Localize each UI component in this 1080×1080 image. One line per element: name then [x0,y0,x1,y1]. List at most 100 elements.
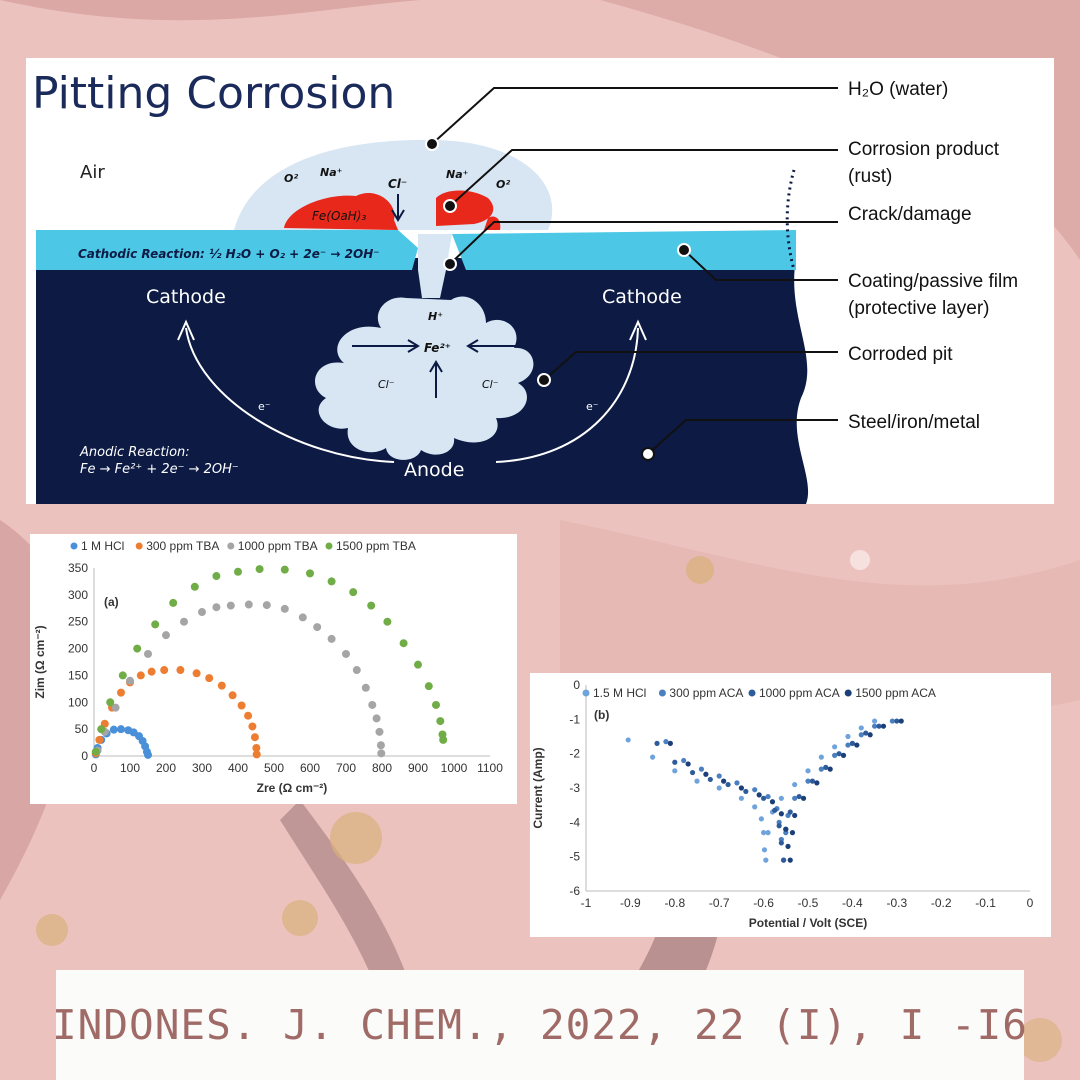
data-point [681,757,687,764]
data-point [667,740,673,746]
electron-arrowhead-right [629,319,647,341]
data-point [280,604,289,613]
data-point [399,639,408,648]
data-point [716,785,722,791]
y-tick-label: -1 [569,712,580,726]
y-axis-label: Zim (Ω cm⁻²) [33,625,47,698]
electron-left-label: e⁻ [258,400,271,413]
callout-corrosion-line2: (rust) [848,166,892,187]
data-point [872,723,878,729]
data-point [761,795,767,801]
y-tick-label: -5 [569,850,580,864]
legend-label: 1.5 M HCl [593,686,646,700]
data-point [436,717,445,726]
data-point [689,769,696,776]
data-point [721,778,727,784]
x-tick-label: 800 [372,761,392,775]
data-point [734,780,740,786]
data-point [439,735,448,744]
arrow-to-fe-up [429,360,443,398]
data-point [342,649,350,658]
data-point [780,857,787,863]
callout-dots [425,137,691,461]
data-point [650,754,656,760]
data-point [776,823,782,829]
data-point [898,718,904,724]
y-tick-label: -2 [569,747,580,761]
data-point [298,613,307,622]
anode-label: Anode [404,459,464,481]
y-tick-label: 0 [573,678,580,692]
data-point [763,857,769,863]
data-point [109,725,118,734]
data-point [703,771,709,777]
data-point [792,812,798,819]
x-tick-label: -0.3 [886,896,907,910]
tafel-chart: -1 -0.9 -0.8 -0.7 -0.6 -0.5 -0.4 -0.3 -0.2 -0.1 0 0… [530,673,1051,937]
data-point [244,600,253,609]
data-point [823,764,829,770]
data-point [832,744,838,750]
data-point [176,666,185,675]
legend-marker [325,542,333,550]
ion-cl-top: Cl⁻ [388,177,407,191]
data-point [205,674,214,683]
callout-corrosion-line1: Corrosion product [848,139,1000,160]
x-tick-label: 600 [300,761,320,775]
data-point [805,778,811,784]
x-tick-label: -0.1 [975,896,996,910]
data-point [707,776,713,783]
data-point [738,785,744,791]
callout-metal: Steel/iron/metal [848,412,980,433]
y-tick-label: 0 [81,749,88,763]
data-point [716,773,722,779]
data-point [192,669,201,678]
legend-marker [70,542,78,550]
data-point [376,741,385,750]
electron-arrowhead-left [177,319,195,341]
electron-arrow-right [495,327,639,463]
data-point [778,840,784,846]
data-point [752,787,758,793]
data-point [672,759,678,765]
data-point [306,569,314,578]
data-point [849,740,855,746]
data-point [424,682,433,691]
legend-marker [135,542,143,550]
ion-o2-right: O² [496,178,510,191]
legend-marker [658,689,666,697]
data-point [169,598,178,607]
anodic-reaction-eq: Fe → Fe²⁺ + 2e⁻ → 2OH⁻ [80,462,239,477]
data-point [769,799,776,805]
data-point [789,830,796,836]
x-tick-label: 200 [156,761,176,775]
pitting-corrosion-diagram: Pitting Corrosion Air Cathodic Reaction:… [26,58,1054,504]
data-point [244,711,253,720]
x-tick-label: 0 [91,761,98,775]
data-point [352,666,361,675]
data-point [432,700,440,709]
data-point [234,567,242,576]
x-tick-label: -0.6 [753,896,774,910]
data-point [106,698,115,707]
panel-label: (a) [104,595,119,609]
data-point [752,804,758,810]
data-point [827,766,833,772]
data-point [383,617,392,626]
data-point [228,691,237,700]
callout-crack: Crack/damage [848,204,972,225]
data-point [375,727,384,736]
data-point [97,725,106,734]
data-point [255,565,264,574]
arrow-to-fe-left [352,339,420,353]
data-point [787,857,793,863]
legend-label: 300 ppm ACA [669,686,743,700]
data-point [126,676,134,685]
x-tick-label: -0.8 [664,896,685,910]
data-point [237,701,246,710]
data-point [377,749,386,758]
y-tick-label: -4 [569,815,580,829]
legend-label: 1 M HCl [81,539,124,553]
data-point [761,830,767,836]
data-point [654,740,660,746]
